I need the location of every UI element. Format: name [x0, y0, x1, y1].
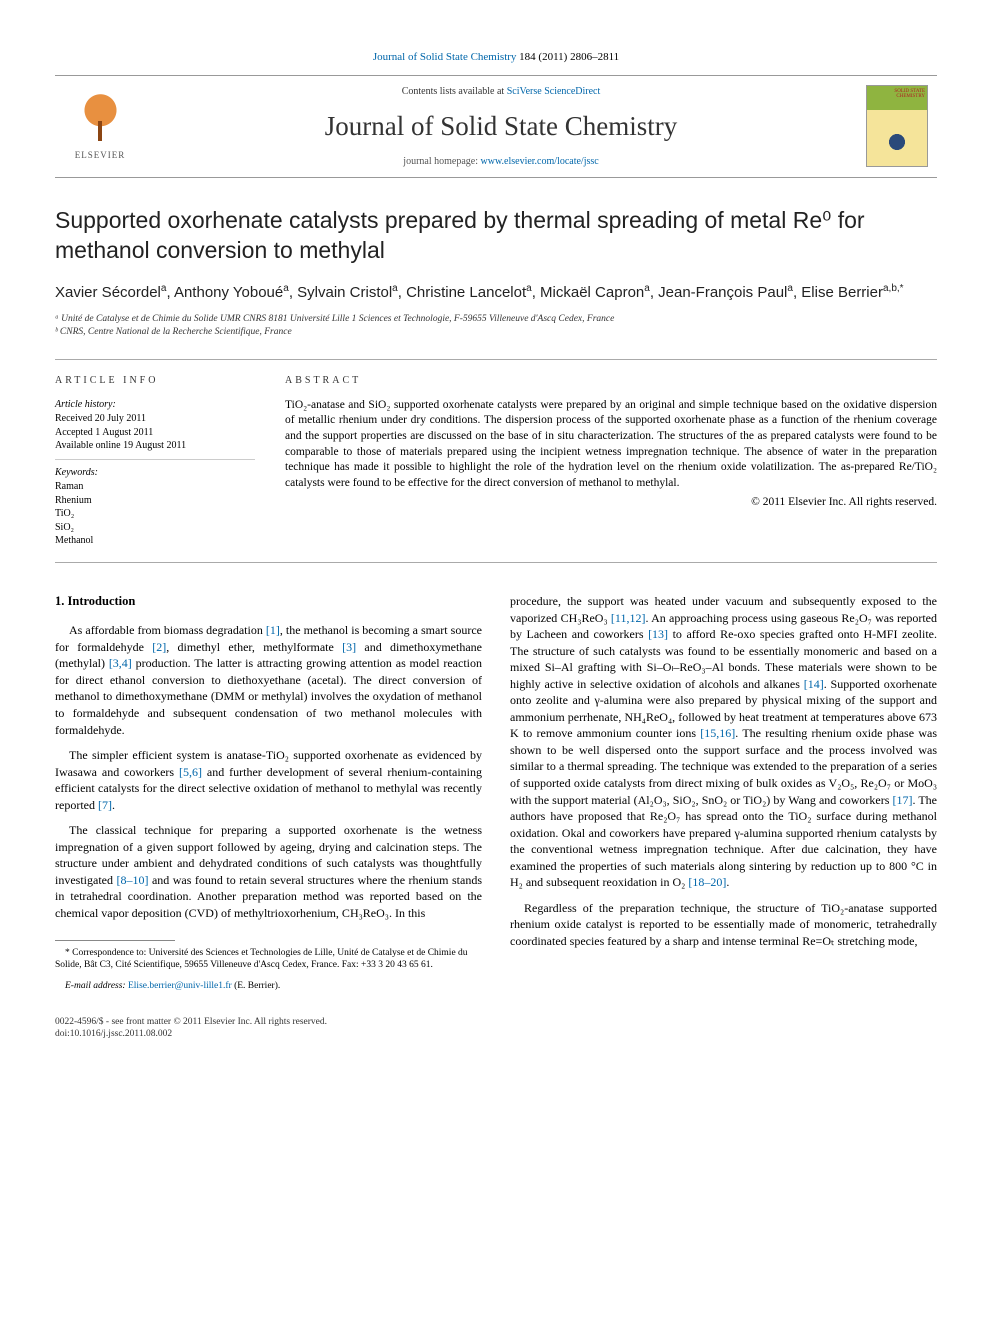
- cover-small-title: SOLID STATE CHEMISTRY: [867, 89, 925, 99]
- body-columns: 1. Introduction As affordable from bioma…: [55, 593, 937, 1002]
- body-paragraph: The simpler efficient system is anatase-…: [55, 747, 482, 813]
- footer-row: 0022-4596/$ - see front matter © 2011 El…: [55, 1016, 937, 1042]
- cover-thumb-block: SOLID STATE CHEMISTRY: [857, 85, 937, 167]
- keywords-label: Keywords:: [55, 466, 255, 480]
- citation-rest: 184 (2011) 2806–2811: [516, 51, 619, 63]
- sciencedirect-link[interactable]: SciVerse ScienceDirect: [507, 86, 601, 97]
- email-footnote: E-mail address: Elise.berrier@univ-lille…: [55, 980, 482, 992]
- affiliation-b: ᵇ CNRS, Centre National de la Recherche …: [55, 326, 937, 339]
- citation-journal[interactable]: Journal of Solid State Chemistry: [373, 51, 517, 63]
- online-date: Available online 19 August 2011: [55, 439, 255, 453]
- keyword: Methanol: [55, 534, 255, 548]
- body-paragraph: The classical technique for preparing a …: [55, 822, 482, 921]
- abstract-text: TiO₂-anatase and SiO₂ supported oxorhena…: [285, 398, 937, 491]
- keyword: SiO₂: [55, 521, 255, 535]
- left-column: 1. Introduction As affordable from bioma…: [55, 593, 482, 1002]
- homepage-line: journal homepage: www.elsevier.com/locat…: [145, 155, 857, 169]
- front-matter-line: 0022-4596/$ - see front matter © 2011 El…: [55, 1016, 327, 1029]
- journal-cover-thumb[interactable]: SOLID STATE CHEMISTRY: [866, 85, 928, 167]
- article-info-heading: ARTICLE INFO: [55, 374, 255, 388]
- article-info: ARTICLE INFO Article history: Received 2…: [55, 374, 255, 548]
- keyword: Rhenium: [55, 494, 255, 508]
- history-label: Article history:: [55, 398, 255, 412]
- homepage-link[interactable]: www.elsevier.com/locate/jssc: [481, 156, 599, 167]
- keyword: Raman: [55, 480, 255, 494]
- footer-left: 0022-4596/$ - see front matter © 2011 El…: [55, 1016, 327, 1042]
- abstract-column: ABSTRACT TiO₂-anatase and SiO₂ supported…: [285, 374, 937, 548]
- masthead-center: Contents lists available at SciVerse Sci…: [145, 85, 857, 168]
- accepted-date: Accepted 1 August 2011: [55, 426, 255, 440]
- corresponding-footnote: * Correspondence to: Université des Scie…: [55, 947, 482, 972]
- section-heading: 1. Introduction: [55, 593, 482, 610]
- elsevier-tree-icon: [73, 91, 128, 146]
- abstract-copyright: © 2011 Elsevier Inc. All rights reserved…: [285, 495, 937, 511]
- top-citation: Journal of Solid State Chemistry 184 (20…: [55, 50, 937, 65]
- info-abstract-row: ARTICLE INFO Article history: Received 2…: [55, 359, 937, 563]
- body-paragraph: Regardless of the preparation technique,…: [510, 900, 937, 950]
- doi-line: doi:10.1016/j.jssc.2011.08.002: [55, 1028, 327, 1041]
- email-link[interactable]: Elise.berrier@univ-lille1.fr: [128, 981, 232, 991]
- keyword: TiO₂: [55, 507, 255, 521]
- affiliations: ᵃ Unité de Catalyse et de Chimie du Soli…: [55, 313, 937, 340]
- elsevier-logo[interactable]: ELSEVIER: [63, 84, 138, 169]
- masthead: ELSEVIER Contents lists available at Sci…: [55, 75, 937, 178]
- body-paragraph: As affordable from biomass degradation […: [55, 622, 482, 738]
- received-date: Received 20 July 2011: [55, 412, 255, 426]
- publisher-logo-block: ELSEVIER: [55, 84, 145, 169]
- authors: Xavier Sécordela, Anthony Yobouéa, Sylva…: [55, 282, 937, 303]
- body-paragraph: procedure, the support was heated under …: [510, 593, 937, 891]
- abstract-heading: ABSTRACT: [285, 374, 937, 388]
- journal-name: Journal of Solid State Chemistry: [145, 108, 857, 144]
- elsevier-label: ELSEVIER: [75, 149, 126, 161]
- affiliation-a: ᵃ Unité de Catalyse et de Chimie du Soli…: [55, 313, 937, 326]
- article-title: Supported oxorhenate catalysts prepared …: [55, 206, 937, 266]
- footnote-separator: [55, 940, 175, 941]
- contents-line: Contents lists available at SciVerse Sci…: [145, 85, 857, 99]
- right-column: procedure, the support was heated under …: [510, 593, 937, 1002]
